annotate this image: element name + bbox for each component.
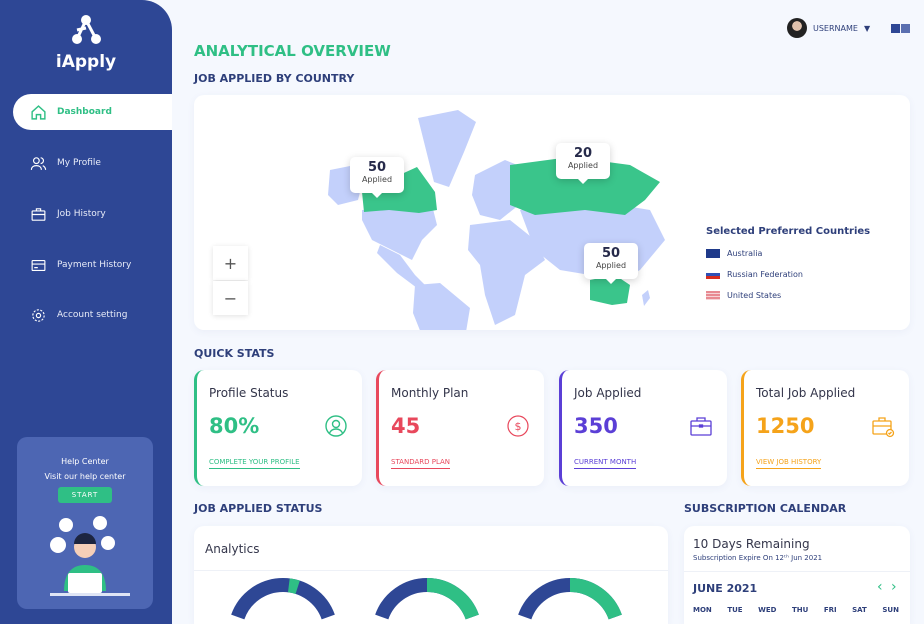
new-zealand — [642, 290, 650, 306]
briefcase-check-icon — [872, 417, 895, 438]
sidebar-item-my-profile[interactable]: My Profile — [0, 145, 172, 181]
map-tooltip-russia: 20 Applied — [556, 143, 610, 184]
divider — [194, 570, 668, 571]
help-center-card: Help Center Visit our help center START — [17, 437, 153, 609]
australia-flag-icon — [706, 249, 720, 258]
sidebar-item-dashboard[interactable]: Dashboard — [13, 94, 172, 130]
users-icon — [30, 156, 47, 170]
united-states — [362, 205, 437, 260]
page-title: ANALYTICAL OVERVIEW — [194, 42, 391, 60]
donut-charts — [231, 578, 622, 620]
australia-highlight — [590, 275, 630, 305]
donut-segment-3 — [569, 578, 622, 620]
donut-track-1 — [231, 578, 335, 620]
analytics-card: Analytics — [194, 526, 668, 624]
start-button[interactable]: START — [57, 487, 113, 503]
sidebar-item-job-history[interactable]: Job History — [0, 196, 172, 232]
russia-highlight — [510, 157, 660, 215]
gear-icon — [32, 308, 45, 322]
calendar-card: 10 Days Remaining Subscription Expire On… — [684, 526, 910, 624]
support-agent-illustration — [50, 516, 130, 596]
home-icon — [31, 104, 46, 120]
weekday-header: MON TUE WED THU FRI SAT SUN — [693, 606, 899, 614]
donut-segment-1 — [287, 578, 300, 595]
chevron-down-icon: ▼ — [863, 23, 871, 33]
logo-icon — [72, 15, 101, 44]
sidebar: iApply Dashboard My Profile Job History … — [0, 0, 172, 624]
job-status-title: JOB APPLIED STATUS — [194, 502, 323, 515]
credit-card-icon — [31, 259, 46, 271]
complete-profile-link[interactable]: COMPLETE YOUR PROFILE — [209, 458, 300, 469]
user-menu[interactable]: USERNAME ▼ — [787, 18, 870, 38]
logo: iApply — [0, 14, 172, 72]
stat-card-total-job-applied: Total Job Applied 1250 VIEW JOB HISTORY — [741, 370, 909, 486]
svg-text:$: $ — [515, 420, 522, 433]
us-flag-icon — [706, 291, 720, 300]
world-map[interactable] — [320, 100, 670, 330]
briefcase-icon — [31, 207, 46, 221]
sidebar-item-payment-history[interactable]: Payment History — [0, 247, 172, 283]
zoom-out-button[interactable]: − — [213, 281, 248, 315]
translate-icon[interactable] — [891, 24, 910, 33]
legend-item-australia: Australia — [706, 249, 762, 258]
map-tooltip-australia: 50 Applied — [584, 243, 638, 284]
donut-segment-2 — [426, 578, 479, 620]
legend-item-russia: Russian Federation — [706, 270, 803, 279]
view-job-history-link[interactable]: VIEW JOB HISTORY — [756, 458, 822, 469]
briefcase-icon — [690, 417, 712, 436]
prev-month-button[interactable]: ‹ — [877, 579, 883, 595]
russia-flag-icon — [706, 270, 720, 279]
map-tooltip-north-america: 50 Applied — [350, 157, 404, 198]
next-month-button[interactable]: › — [891, 579, 897, 595]
standard-plan-link[interactable]: STANDARD PLAN — [391, 458, 451, 469]
stat-card-profile-status: Profile Status 80% COMPLETE YOUR PROFILE — [194, 370, 362, 486]
user-circle-icon — [325, 415, 347, 437]
mexico-central-america — [377, 245, 425, 288]
greenland — [418, 110, 476, 187]
quick-stats-title: QUICK STATS — [194, 347, 275, 360]
zoom-in-button[interactable]: + — [213, 246, 248, 280]
stat-card-job-applied: Job Applied 350 CURRENT MONTH — [559, 370, 727, 486]
sidebar-item-account-setting[interactable]: Account setting — [0, 297, 172, 333]
map-section-title: JOB APPLIED BY COUNTRY — [194, 72, 355, 85]
africa — [468, 220, 545, 325]
legend-title: Selected Preferred Countries — [706, 226, 871, 237]
south-america — [413, 283, 470, 330]
legend-item-united-states: United States — [706, 291, 781, 300]
avatar — [787, 18, 807, 38]
stat-card-monthly-plan: Monthly Plan 45 $ STANDARD PLAN — [376, 370, 544, 486]
calendar-title: SUBSCRIPTION CALENDAR — [684, 502, 847, 515]
current-month-link[interactable]: CURRENT MONTH — [574, 458, 637, 469]
dollar-circle-icon: $ — [507, 415, 529, 437]
